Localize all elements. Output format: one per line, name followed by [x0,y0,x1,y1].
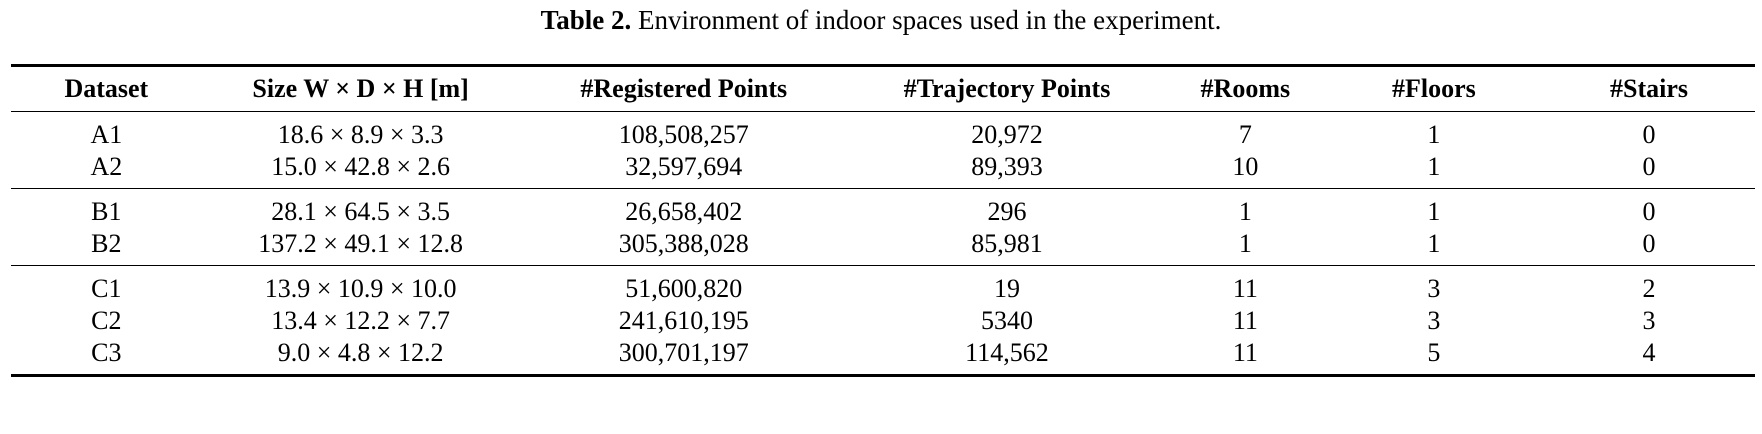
cell-floors: 5 [1427,338,1441,367]
cell-registered-points: 51,600,820 [519,265,849,305]
table-row: C3 9.0 × 4.8 × 12.2 300,701,197 114,562 … [11,337,1755,376]
cell-trajectory-points: 114,562 [965,338,1049,367]
cell-stairs: 0 [1642,120,1656,149]
cell-rooms: 11 [1165,265,1325,305]
cell-floors: 3 [1427,306,1441,335]
table-row: B1 28.1 × 64.5 × 3.5 26,658,402 296 1 1 … [11,188,1755,228]
cell-size: 28.1 × 64.5 × 3.5 [201,188,520,228]
table-group-a: A1 18.6 × 8.9 × 3.3 108,508,257 20,972 7… [11,112,1755,189]
table-row: C2 13.4 × 12.2 × 7.7 241,610,195 5340 11… [11,305,1755,337]
cell-floors: 1 [1324,188,1544,228]
cell-stairs: 0 [1642,152,1656,181]
cell-trajectory-points: 89,393 [971,152,1043,181]
table-container: Dataset Size W × D × H [m] #Registered P… [11,64,1755,377]
cell-registered-points: 305,388,028 [618,229,749,258]
cell-dataset: C2 [91,306,122,335]
cell-registered-points: 300,701,197 [618,338,749,367]
table-row: A1 18.6 × 8.9 × 3.3 108,508,257 20,972 7… [11,112,1755,152]
cell-floors: 1 [1427,229,1441,258]
cell-registered-points: 32,597,694 [625,152,743,181]
header-size: Size W × D × H [m] [201,65,520,112]
cell-trajectory-points: 19 [848,265,1166,305]
cell-rooms: 7 [1238,120,1252,149]
header-rooms: #Rooms [1165,65,1325,112]
cell-size: 137.2 × 49.1 × 12.8 [258,229,464,258]
cell-dataset: A1 [90,120,123,149]
cell-dataset: C3 [91,338,122,367]
cell-registered-points: 26,658,402 [519,188,849,228]
cell-size: 15.0 × 42.8 × 2.6 [271,152,451,181]
cell-trajectory-points: 85,981 [971,229,1043,258]
cell-registered-points: 108,508,257 [618,120,749,149]
table-row: B2 137.2 × 49.1 × 12.8 305,388,028 85,98… [11,228,1755,266]
cell-trajectory-points: 20,972 [971,120,1043,149]
cell-registered-points: 241,610,195 [618,306,749,335]
cell-dataset: C1 [11,265,202,305]
cell-rooms: 11 [1232,306,1258,335]
cell-stairs: 0 [1543,188,1755,228]
table-group-c: C1 13.9 × 10.9 × 10.0 51,600,820 19 11 3… [11,265,1755,376]
cell-dataset: B2 [91,229,122,258]
cell-rooms: 1 [1238,229,1252,258]
cell-stairs: 2 [1543,265,1755,305]
table-group-b: B1 28.1 × 64.5 × 3.5 26,658,402 296 1 1 … [11,188,1755,266]
cell-floors: 1 [1427,120,1441,149]
cell-rooms: 10 [1232,152,1259,181]
table-row: C1 13.9 × 10.9 × 10.0 51,600,820 19 11 3… [11,265,1755,305]
cell-stairs: 4 [1642,338,1656,367]
cell-dataset: A2 [90,152,123,181]
header-row: Dataset Size W × D × H [m] #Registered P… [11,65,1755,112]
header-stairs: #Stairs [1543,65,1755,112]
cell-rooms: 1 [1165,188,1325,228]
header-floors: #Floors [1324,65,1544,112]
header-registered-points: #Registered Points [519,65,849,112]
cell-dataset: B1 [11,188,202,228]
header-trajectory-points: #Trajectory Points [848,65,1166,112]
cell-rooms: 11 [1232,338,1258,367]
cell-size: 13.4 × 12.2 × 7.7 [271,306,451,335]
table-row: A2 15.0 × 42.8 × 2.6 32,597,694 89,393 1… [11,151,1755,189]
cell-trajectory-points: 296 [848,188,1166,228]
cell-stairs: 3 [1642,306,1656,335]
caption-label: Table 2. [540,5,632,35]
caption-text: Environment of indoor spaces used in the… [631,5,1222,35]
environment-table: Dataset Size W × D × H [m] #Registered P… [11,64,1755,377]
cell-trajectory-points: 5340 [980,306,1033,335]
cell-size: 18.6 × 8.9 × 3.3 [277,120,444,149]
cell-size: 9.0 × 4.8 × 12.2 [277,338,444,367]
cell-size: 13.9 × 10.9 × 10.0 [201,265,520,305]
cell-stairs: 0 [1642,229,1656,258]
table-caption: Table 2. Environment of indoor spaces us… [0,2,1762,38]
cell-floors: 1 [1427,152,1441,181]
cell-floors: 3 [1324,265,1544,305]
header-dataset: Dataset [11,65,202,112]
